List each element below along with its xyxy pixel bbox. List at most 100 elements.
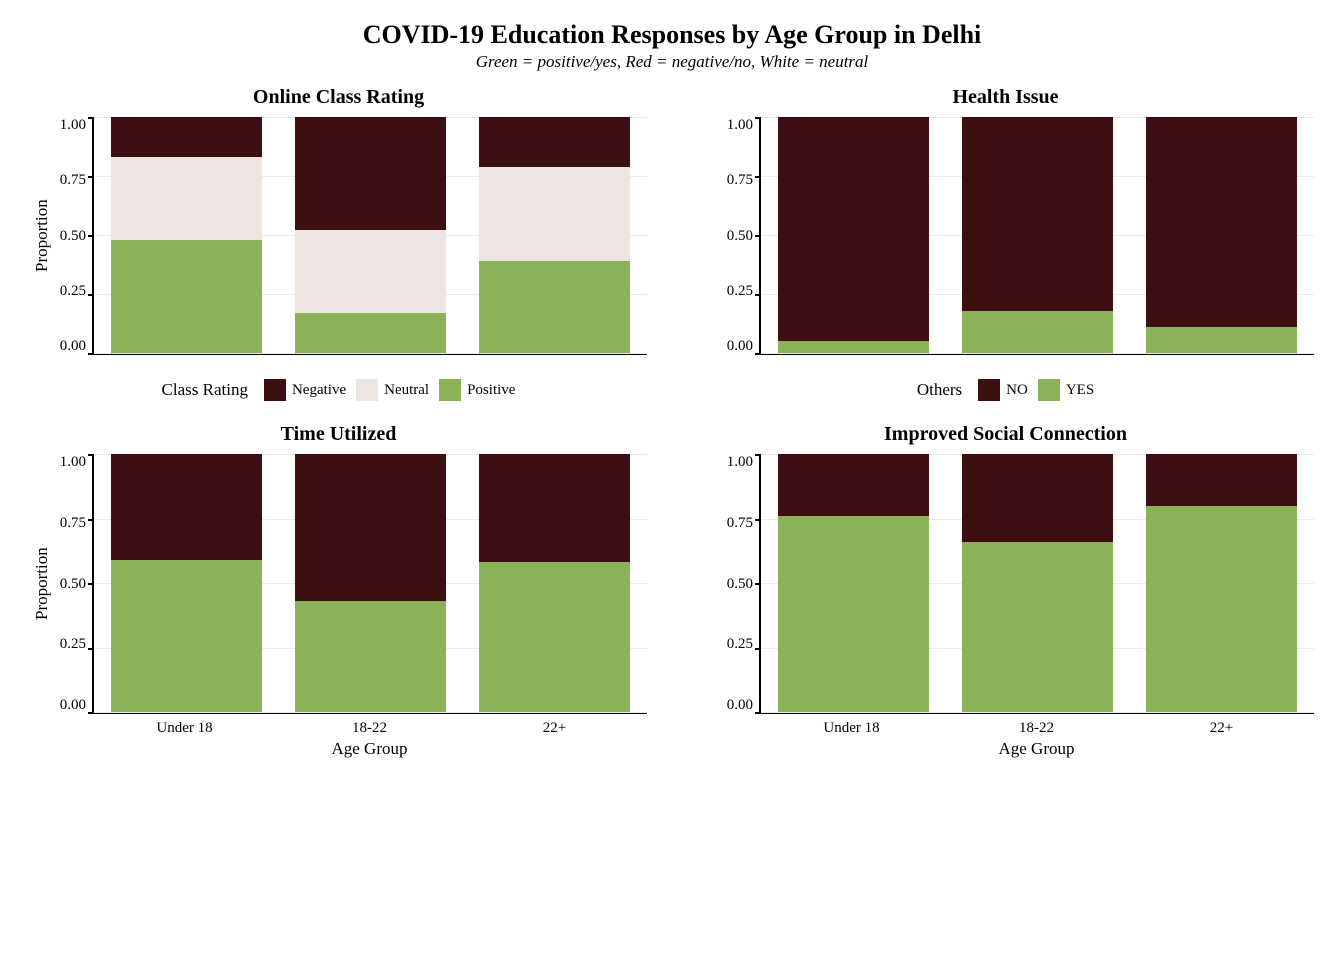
- y-tick-label: 0.50: [727, 228, 753, 245]
- bar-segment-neutral: [111, 157, 262, 240]
- legend-swatch: [264, 379, 286, 401]
- bar-segment-negative: [1146, 454, 1297, 506]
- bars: [94, 454, 647, 712]
- y-tick-labels: 1.000.750.500.250.00: [52, 454, 92, 714]
- legend-swatch: [439, 379, 461, 401]
- x-tick-labels: Under 1818-2222+: [92, 720, 647, 737]
- bar-segment-negative: [111, 117, 262, 157]
- subtitle: Green = positive/yes, Red = negative/no,…: [30, 52, 1314, 72]
- plot-area: [759, 117, 1314, 355]
- y-tick-label: 0.00: [727, 697, 753, 714]
- bar-segment-negative: [778, 117, 929, 341]
- legend-others: Others NO YES: [697, 379, 1314, 401]
- main-title: COVID-19 Education Responses by Age Grou…: [30, 20, 1314, 50]
- x-tick-label: 18-22: [944, 720, 1129, 737]
- y-tick-label: 1.00: [60, 117, 86, 134]
- bar-segment-neutral: [479, 167, 630, 261]
- x-tick-labels: Under 1818-2222+: [759, 720, 1314, 737]
- y-tick-label: 0.00: [60, 338, 86, 355]
- legend-item: Negative: [264, 379, 346, 401]
- panel-title: Health Issue: [697, 86, 1314, 109]
- bar-segment-negative: [479, 454, 630, 562]
- stacked-bar: [295, 454, 446, 712]
- y-tick-label: 0.25: [727, 283, 753, 300]
- y-tick-label: 0.25: [60, 636, 86, 653]
- stacked-bar: [962, 117, 1113, 353]
- figure: COVID-19 Education Responses by Age Grou…: [30, 20, 1314, 759]
- bar-segment-negative: [1146, 117, 1297, 327]
- plot-row: 1.00 0.75 0.50 0.25 0.00: [697, 454, 1314, 714]
- bars: [761, 117, 1314, 353]
- y-tick-label: 0.00: [60, 697, 86, 714]
- y-axis-label-spacer: [697, 117, 719, 355]
- x-axis-label: Age Group: [92, 739, 647, 759]
- y-axis-label: Proportion: [30, 117, 52, 355]
- legend-class-rating: Class RatingNegativeNeutralPositive: [30, 379, 647, 401]
- legend-label: Positive: [467, 382, 515, 399]
- legend-item: YES: [1038, 379, 1094, 401]
- panel-grid: Online Class Rating Proportion 1.000.750…: [30, 86, 1314, 759]
- x-axis-label: Age Group: [759, 739, 1314, 759]
- panel-health-issue: Health Issue 1.000.750.500.250.00 Others…: [697, 86, 1314, 415]
- stacked-bar: [778, 117, 929, 353]
- bar-segment-neutral: [295, 230, 446, 313]
- y-axis-label: Proportion: [30, 454, 52, 714]
- bar-segment-negative: [479, 117, 630, 167]
- y-tick-label: 0.75: [727, 515, 753, 532]
- bar-segment-negative: [295, 117, 446, 230]
- legend-label: Negative: [292, 382, 346, 399]
- bar-segment-positive: [1146, 327, 1297, 353]
- x-tick-label: Under 18: [92, 720, 277, 737]
- plot-row: Proportion 1.000.750.500.250.00: [30, 117, 647, 355]
- panel-improved-social-connection: Improved Social Connection 1.00 0.75 0.50 0…: [697, 423, 1314, 759]
- y-tick-label: 0.75: [727, 172, 753, 189]
- stacked-bar: [1146, 117, 1297, 353]
- stacked-bar: [778, 454, 929, 712]
- plot-area: [759, 454, 1314, 714]
- stacked-bar: [479, 117, 630, 353]
- y-tick-label: 1.00: [727, 117, 753, 134]
- bar-segment-positive: [778, 516, 929, 712]
- y-axis-label-spacer: [697, 454, 719, 714]
- panel-time-utilized: Time Utilized Proportion 1.000.750.500.2…: [30, 423, 647, 759]
- bar-segment-positive: [111, 240, 262, 353]
- bar-segment-positive: [111, 560, 262, 712]
- stacked-bar: [479, 454, 630, 712]
- legend-item: Positive: [439, 379, 515, 401]
- bar-segment-positive: [479, 261, 630, 353]
- x-tick-label: Under 18: [759, 720, 944, 737]
- y-tick-label: 0.50: [727, 576, 753, 593]
- bar-segment-positive: [295, 313, 446, 353]
- y-tick-label: 0.75: [60, 515, 86, 532]
- y-tick-label: 0.50: [60, 576, 86, 593]
- legend-title: Class Rating: [162, 380, 248, 400]
- plot-row: 1.000.750.500.250.00: [697, 117, 1314, 355]
- y-tick-labels: 1.000.750.500.250.00: [719, 117, 759, 355]
- y-tick-label: 1.00: [727, 454, 753, 471]
- bar-segment-negative: [111, 454, 262, 560]
- x-tick-label: 22+: [462, 720, 647, 737]
- y-tick-label: 0.25: [727, 636, 753, 653]
- bar-segment-positive: [295, 601, 446, 712]
- panel-title: Improved Social Connection: [697, 423, 1314, 446]
- stacked-bar: [111, 117, 262, 353]
- x-tick-label: 22+: [1129, 720, 1314, 737]
- stacked-bar: [962, 454, 1113, 712]
- panel-title: Time Utilized: [30, 423, 647, 446]
- panel-online-class-rating: Online Class Rating Proportion 1.000.750…: [30, 86, 647, 415]
- bars: [94, 117, 647, 353]
- legend-title: Others: [917, 380, 962, 400]
- bar-segment-positive: [479, 562, 630, 712]
- bar-segment-positive: [1146, 506, 1297, 712]
- y-tick-label: 0.25: [60, 283, 86, 300]
- bars: [761, 454, 1314, 712]
- legend-label: NO: [1006, 382, 1028, 399]
- bar-segment-negative: [962, 117, 1113, 311]
- plot-area: [92, 454, 647, 714]
- stacked-bar: [295, 117, 446, 353]
- bar-segment-negative: [778, 454, 929, 516]
- bar-segment-positive: [778, 341, 929, 353]
- bar-segment-positive: [962, 311, 1113, 353]
- stacked-bar: [111, 454, 262, 712]
- x-tick-label: 18-22: [277, 720, 462, 737]
